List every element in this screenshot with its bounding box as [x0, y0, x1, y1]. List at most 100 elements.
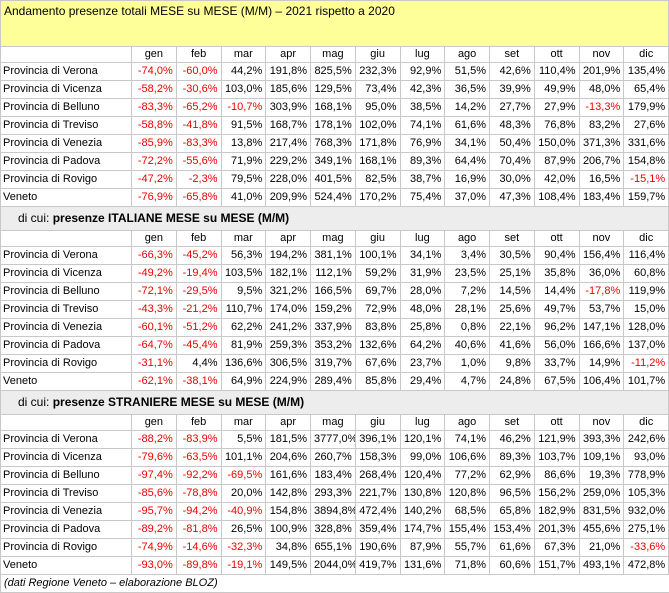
month-header-apr[interactable]: apr [265, 46, 311, 63]
value-cell[interactable]: 159,7% [623, 188, 669, 207]
value-cell[interactable]: 232,3% [355, 62, 401, 81]
value-cell[interactable]: 36,5% [444, 80, 490, 99]
value-cell[interactable]: 136,6% [221, 354, 267, 373]
value-cell[interactable]: -31,1% [131, 354, 177, 373]
month-header-giu[interactable]: giu [355, 230, 401, 247]
value-cell[interactable]: 106,4% [579, 372, 625, 391]
value-cell[interactable]: 62,2% [221, 318, 267, 337]
value-cell[interactable]: 64,2% [400, 336, 446, 355]
table-title[interactable]: Andamento presenze totali MESE su MESE (… [0, 0, 669, 47]
value-cell[interactable]: 14,4% [534, 282, 580, 301]
value-cell[interactable]: 524,4% [310, 188, 356, 207]
value-cell[interactable]: 121,9% [534, 430, 580, 449]
value-cell[interactable]: 73,4% [355, 80, 401, 99]
row-label[interactable]: Provincia di Belluno [0, 282, 132, 301]
header-blank-cell[interactable] [0, 230, 132, 247]
value-cell[interactable]: 31,9% [400, 264, 446, 283]
value-cell[interactable]: 49,7% [534, 300, 580, 319]
value-cell[interactable]: 38,7% [400, 170, 446, 189]
value-cell[interactable]: 331,6% [623, 134, 669, 153]
value-cell[interactable]: 30,5% [489, 246, 535, 265]
row-label[interactable]: Provincia di Padova [0, 336, 132, 355]
value-cell[interactable]: 194,2% [265, 246, 311, 265]
value-cell[interactable]: 42,3% [400, 80, 446, 99]
header-blank-cell[interactable] [0, 46, 132, 63]
value-cell[interactable]: 16,5% [579, 170, 625, 189]
month-header-ago[interactable]: ago [444, 414, 490, 431]
month-header-feb[interactable]: feb [176, 46, 222, 63]
value-cell[interactable]: 178,1% [310, 116, 356, 135]
value-cell[interactable]: 5,5% [221, 430, 267, 449]
row-label[interactable]: Provincia di Rovigo [0, 538, 132, 557]
value-cell[interactable]: 130,8% [400, 484, 446, 503]
value-cell[interactable]: -64,7% [131, 336, 177, 355]
value-cell[interactable]: 23,5% [444, 264, 490, 283]
value-cell[interactable]: -2,3% [176, 170, 222, 189]
value-cell[interactable]: -92,2% [176, 466, 222, 485]
value-cell[interactable]: 303,9% [265, 98, 311, 117]
value-cell[interactable]: 455,6% [579, 520, 625, 539]
value-cell[interactable]: 64,4% [444, 152, 490, 171]
value-cell[interactable]: 4,7% [444, 372, 490, 391]
value-cell[interactable]: 67,5% [534, 372, 580, 391]
value-cell[interactable]: -11,2% [623, 354, 669, 373]
value-cell[interactable]: 76,8% [534, 116, 580, 135]
value-cell[interactable]: 27,7% [489, 98, 535, 117]
value-cell[interactable]: 293,3% [310, 484, 356, 503]
value-cell[interactable]: 42,0% [534, 170, 580, 189]
value-cell[interactable]: 259,3% [265, 336, 311, 355]
value-cell[interactable]: 39,9% [489, 80, 535, 99]
value-cell[interactable]: 209,9% [265, 188, 311, 207]
month-header-ott[interactable]: ott [534, 414, 580, 431]
value-cell[interactable]: 48,0% [400, 300, 446, 319]
value-cell[interactable]: -89,2% [131, 520, 177, 539]
value-cell[interactable]: 61,6% [444, 116, 490, 135]
value-cell[interactable]: 34,1% [400, 246, 446, 265]
value-cell[interactable]: 91,5% [221, 116, 267, 135]
header-blank-cell[interactable] [0, 414, 132, 431]
section-heading-cell[interactable]: di cui: presenze STRANIERE MESE su MESE … [0, 390, 669, 415]
value-cell[interactable]: 183,4% [310, 466, 356, 485]
value-cell[interactable]: 36,0% [579, 264, 625, 283]
row-label[interactable]: Provincia di Belluno [0, 466, 132, 485]
value-cell[interactable]: -17,8% [579, 282, 625, 301]
value-cell[interactable]: 217,4% [265, 134, 311, 153]
value-cell[interactable]: 349,1% [310, 152, 356, 171]
value-cell[interactable]: 932,0% [623, 502, 669, 521]
value-cell[interactable]: 132,6% [355, 336, 401, 355]
row-label[interactable]: Provincia di Treviso [0, 300, 132, 319]
value-cell[interactable]: -21,2% [176, 300, 222, 319]
value-cell[interactable]: 0,8% [444, 318, 490, 337]
value-cell[interactable]: 359,4% [355, 520, 401, 539]
value-cell[interactable]: -65,8% [176, 188, 222, 207]
value-cell[interactable]: 181,5% [265, 430, 311, 449]
month-header-ott[interactable]: ott [534, 46, 580, 63]
value-cell[interactable]: -78,8% [176, 484, 222, 503]
value-cell[interactable]: 92,9% [400, 62, 446, 81]
value-cell[interactable]: -45,2% [176, 246, 222, 265]
value-cell[interactable]: 48,3% [489, 116, 535, 135]
value-cell[interactable]: 89,3% [489, 448, 535, 467]
value-cell[interactable]: 56,3% [221, 246, 267, 265]
value-cell[interactable]: 26,5% [221, 520, 267, 539]
value-cell[interactable]: 472,8% [623, 556, 669, 575]
value-cell[interactable]: -19,4% [176, 264, 222, 283]
value-cell[interactable]: 81,9% [221, 336, 267, 355]
value-cell[interactable]: -60,1% [131, 318, 177, 337]
value-cell[interactable]: -51,2% [176, 318, 222, 337]
value-cell[interactable]: 155,4% [444, 520, 490, 539]
value-cell[interactable]: 44,2% [221, 62, 267, 81]
month-header-ott[interactable]: ott [534, 230, 580, 247]
month-header-nov[interactable]: nov [579, 414, 625, 431]
value-cell[interactable]: -13,3% [579, 98, 625, 117]
value-cell[interactable]: 328,8% [310, 520, 356, 539]
value-cell[interactable]: 241,2% [265, 318, 311, 337]
value-cell[interactable]: 60,6% [489, 556, 535, 575]
value-cell[interactable]: 171,8% [355, 134, 401, 153]
value-cell[interactable]: 30,0% [489, 170, 535, 189]
value-cell[interactable]: 131,6% [400, 556, 446, 575]
value-cell[interactable]: 110,4% [534, 62, 580, 81]
month-header-ago[interactable]: ago [444, 46, 490, 63]
row-label[interactable]: Provincia di Venezia [0, 502, 132, 521]
value-cell[interactable]: 161,6% [265, 466, 311, 485]
